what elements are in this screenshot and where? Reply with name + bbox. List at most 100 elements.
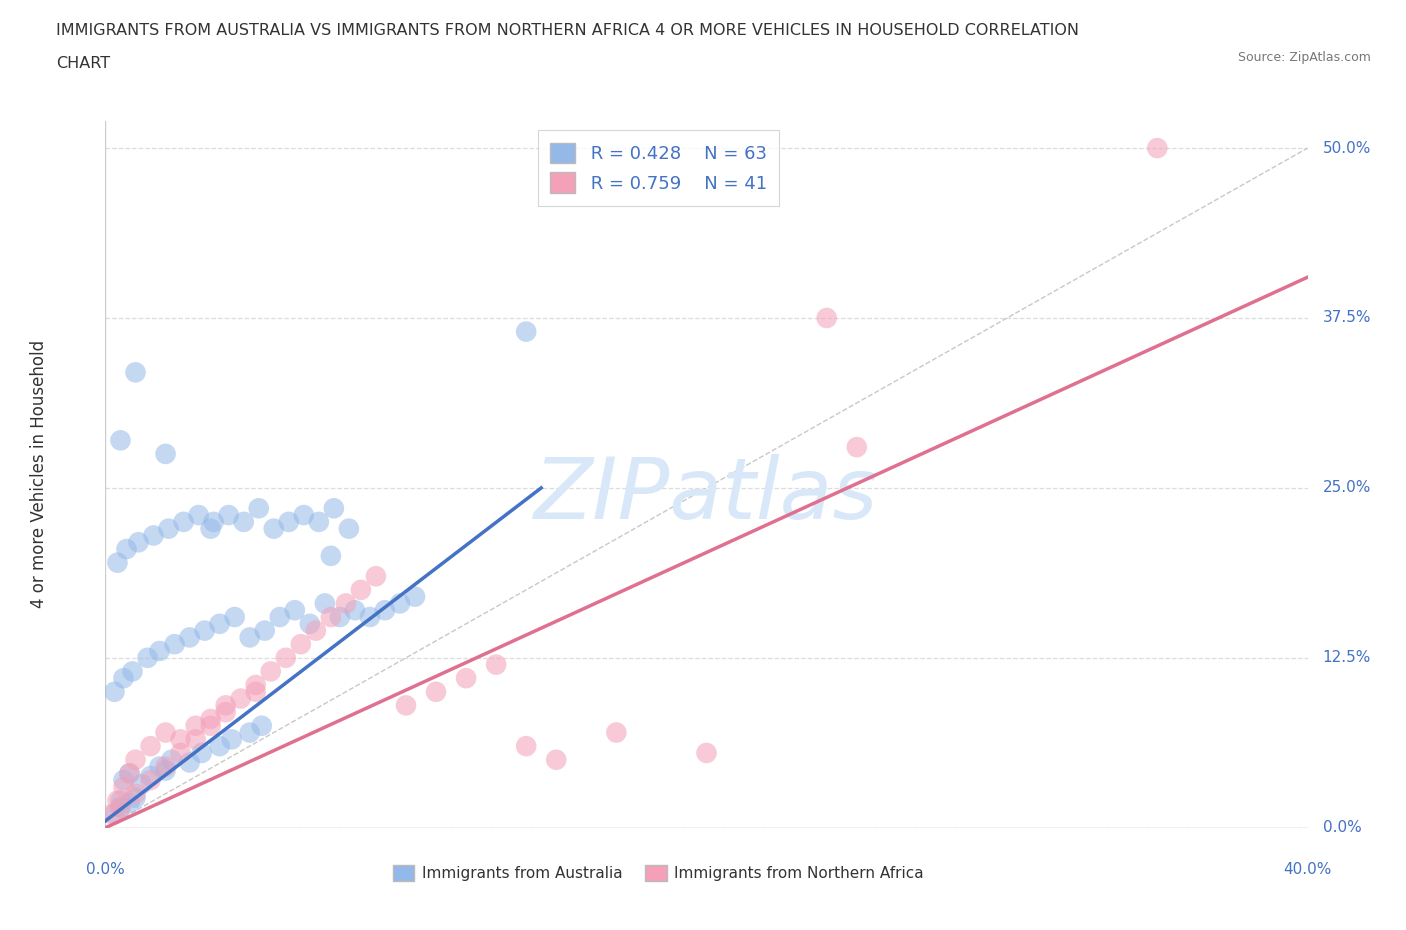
Point <box>214 698 236 712</box>
Point <box>239 725 262 740</box>
Point <box>253 623 276 638</box>
Point <box>290 637 312 652</box>
Text: ZIPatlas: ZIPatlas <box>534 454 879 537</box>
Point <box>169 746 191 761</box>
Legend: Immigrants from Australia, Immigrants from Northern Africa: Immigrants from Australia, Immigrants fr… <box>387 859 931 887</box>
Point <box>169 732 191 747</box>
Point <box>229 691 252 706</box>
Text: 50.0%: 50.0% <box>1323 140 1371 155</box>
Point <box>239 630 262 644</box>
Point <box>136 650 159 665</box>
Point <box>155 759 177 774</box>
Point <box>124 365 146 379</box>
Point <box>202 514 225 529</box>
Point <box>404 590 426 604</box>
Text: Source: ZipAtlas.com: Source: ZipAtlas.com <box>1237 51 1371 64</box>
Point <box>515 325 537 339</box>
Point <box>184 732 207 747</box>
Text: 4 or more Vehicles in Household: 4 or more Vehicles in Household <box>31 340 48 608</box>
Point <box>131 777 153 791</box>
Point <box>218 508 240 523</box>
Text: IMMIGRANTS FROM AUSTRALIA VS IMMIGRANTS FROM NORTHERN AFRICA 4 OR MORE VEHICLES : IMMIGRANTS FROM AUSTRALIA VS IMMIGRANTS … <box>56 23 1080 38</box>
Point <box>148 759 170 774</box>
Point <box>329 609 352 624</box>
Point <box>179 755 201 770</box>
Point <box>128 535 150 550</box>
Point <box>187 508 209 523</box>
Point <box>179 630 201 644</box>
Point <box>274 650 297 665</box>
Point <box>110 800 132 815</box>
Point <box>515 738 537 753</box>
Point <box>284 603 307 618</box>
Point <box>118 796 141 811</box>
Point <box>305 623 328 638</box>
Point <box>263 521 285 536</box>
Point <box>221 732 243 747</box>
Point <box>815 311 838 325</box>
Point <box>224 609 246 624</box>
Point <box>250 718 273 733</box>
Point <box>139 768 162 783</box>
Point <box>155 725 177 740</box>
Point <box>247 501 270 516</box>
Point <box>605 725 627 740</box>
Point <box>485 658 508 672</box>
Point <box>118 766 141 781</box>
Point <box>359 609 381 624</box>
Point <box>124 790 146 805</box>
Point <box>277 514 299 529</box>
Text: 12.5%: 12.5% <box>1323 650 1371 665</box>
Point <box>696 746 718 761</box>
Point <box>107 555 129 570</box>
Point <box>260 664 283 679</box>
Point <box>395 698 418 712</box>
Point <box>269 609 291 624</box>
Point <box>845 440 868 455</box>
Point <box>112 671 135 685</box>
Point <box>139 738 162 753</box>
Point <box>112 779 135 794</box>
Point <box>124 752 146 767</box>
Point <box>148 644 170 658</box>
Point <box>319 609 342 624</box>
Point <box>456 671 478 685</box>
Point <box>546 752 568 767</box>
Point <box>388 596 411 611</box>
Point <box>200 521 222 536</box>
Point <box>208 617 231 631</box>
Point <box>298 617 321 631</box>
Point <box>110 432 132 447</box>
Point <box>214 705 236 720</box>
Point <box>208 738 231 753</box>
Text: 37.5%: 37.5% <box>1323 311 1371 325</box>
Point <box>335 596 357 611</box>
Point <box>160 752 183 767</box>
Point <box>245 678 267 693</box>
Point <box>190 746 212 761</box>
Point <box>364 569 387 584</box>
Point <box>110 793 132 808</box>
Text: 40.0%: 40.0% <box>1284 862 1331 877</box>
Point <box>194 623 217 638</box>
Point <box>200 711 222 726</box>
Point <box>121 664 143 679</box>
Point <box>112 773 135 788</box>
Text: CHART: CHART <box>56 56 110 71</box>
Point <box>155 446 177 461</box>
Point <box>124 786 146 801</box>
Point <box>314 596 336 611</box>
Point <box>292 508 315 523</box>
Point <box>107 793 129 808</box>
Text: 25.0%: 25.0% <box>1323 481 1371 496</box>
Point <box>425 684 447 699</box>
Point <box>142 528 165 543</box>
Point <box>200 718 222 733</box>
Point <box>350 582 373 597</box>
Point <box>245 684 267 699</box>
Point <box>115 541 138 556</box>
Text: 0.0%: 0.0% <box>86 862 125 877</box>
Point <box>110 800 132 815</box>
Point <box>157 521 180 536</box>
Point <box>374 603 396 618</box>
